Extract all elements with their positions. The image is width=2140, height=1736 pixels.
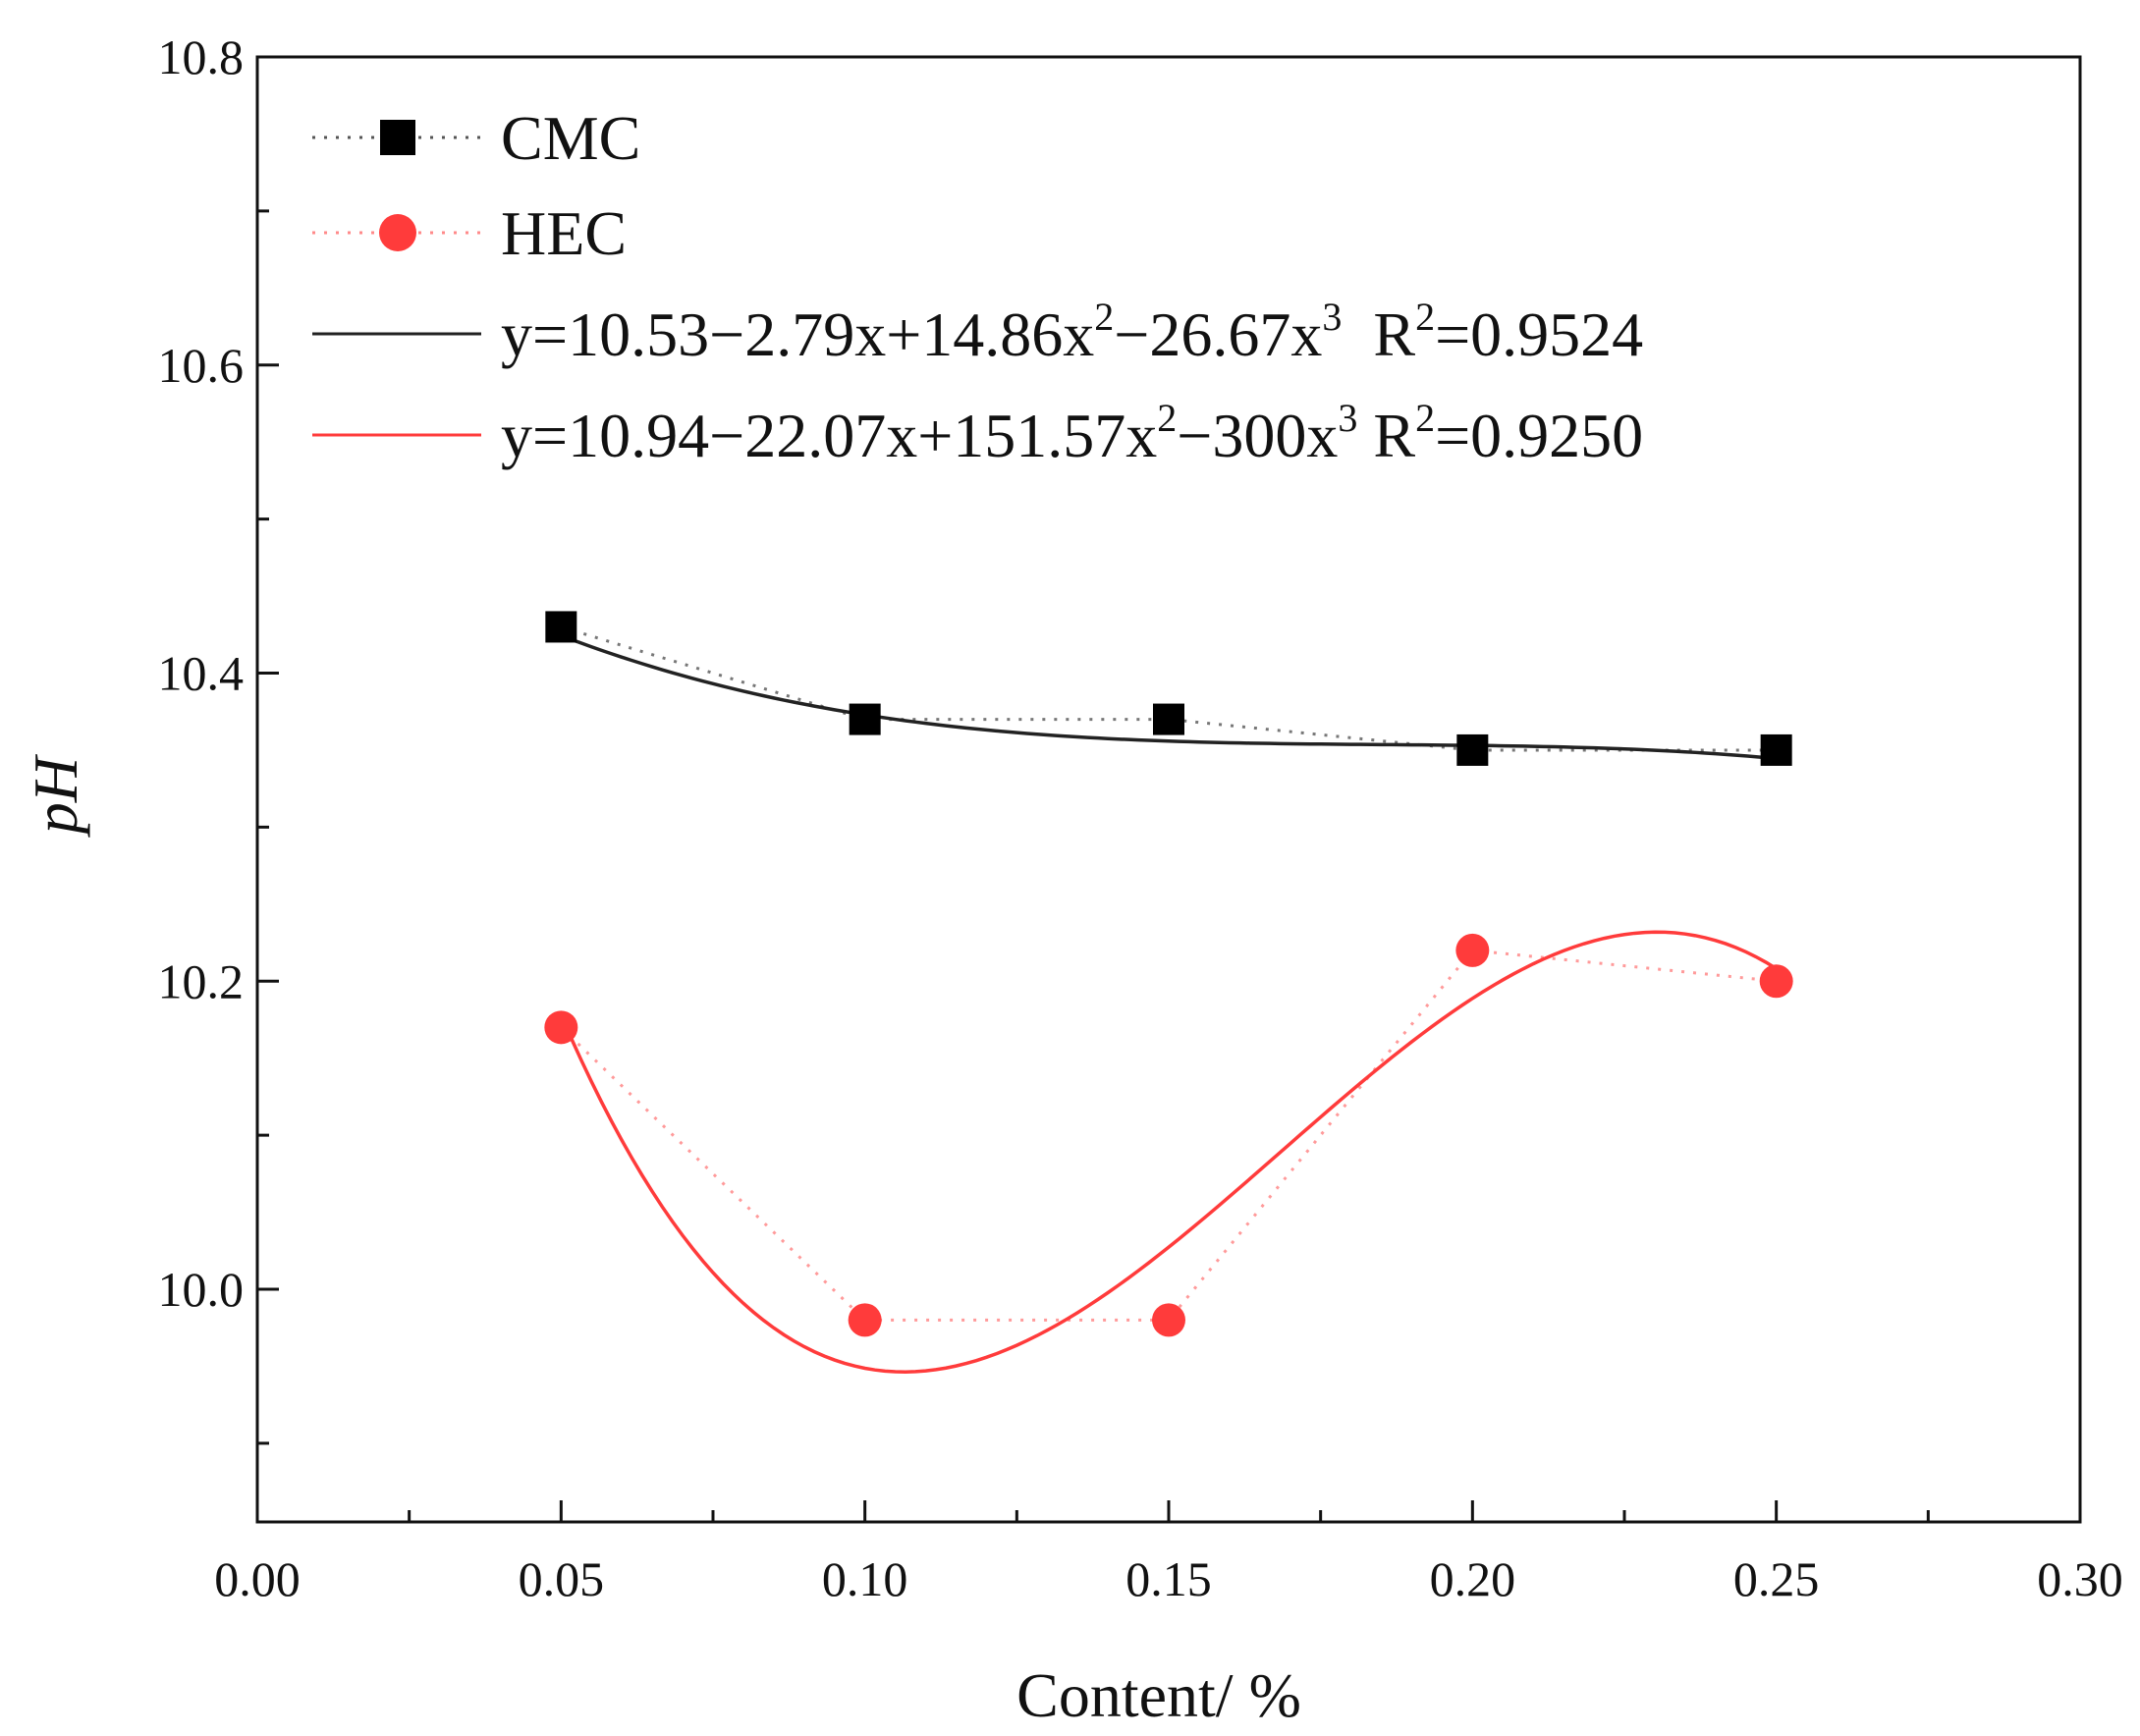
- series-hec-connector: [560, 949, 1777, 1322]
- y-tick-label: 10.6: [158, 338, 245, 393]
- cmc-point: [1456, 733, 1489, 766]
- x-axis-ticks: 0.00 0.05 0.10 0.15 0.20 0.25 0.30: [214, 1500, 2123, 1606]
- legend-hec-fit-label: y=10.94−22.07x+151.57x2−300x3 R2=0.9250: [501, 396, 1643, 470]
- hec-point: [1455, 933, 1490, 967]
- hec-point: [544, 1010, 578, 1045]
- x-tick-label: 0.25: [1733, 1551, 1820, 1606]
- hec-point: [848, 1303, 882, 1337]
- legend-cmc-marker: [380, 120, 415, 155]
- hec-point: [1152, 1303, 1185, 1337]
- axes-frame: [255, 55, 2082, 1524]
- plot-frame: [255, 55, 2082, 1524]
- x-axis-title: Content/ %: [1016, 1660, 1301, 1730]
- x-tick-label: 0.00: [214, 1551, 301, 1606]
- legend-entry-hec-fit: y=10.94−22.07x+151.57x2−300x3 R2=0.9250: [312, 396, 1643, 470]
- x-tick-label: 0.30: [2037, 1551, 2123, 1606]
- legend-entry-cmc-fit: y=10.53−2.79x+14.86x2−26.67x3 R2=0.9524: [312, 295, 1643, 369]
- legend-entry-cmc: CMC: [312, 103, 640, 173]
- legend-entry-hec: HEC: [312, 198, 627, 268]
- series-cmc-connector: [560, 625, 1777, 752]
- y-tick-label: 10.8: [158, 29, 245, 84]
- fit-curve-1: [559, 930, 1778, 1374]
- y-tick-label: 10.0: [158, 1262, 245, 1317]
- legend: CMC HEC y=10.53−2.79x+14.86x2−26.67x3 R2…: [312, 103, 1643, 470]
- cmc-point: [545, 611, 577, 643]
- legend-hec-marker: [379, 214, 416, 251]
- cmc-point: [1760, 733, 1792, 766]
- legend-cmc-fit-label: y=10.53−2.79x+14.86x2−26.67x3 R2=0.9524: [501, 295, 1643, 369]
- series-layer: [560, 625, 1777, 1322]
- legend-cmc-label: CMC: [501, 103, 640, 173]
- fit-layer: [559, 633, 1778, 1374]
- x-tick-label: 0.20: [1430, 1551, 1516, 1606]
- hec-point: [1759, 964, 1793, 999]
- x-tick-label: 0.05: [519, 1551, 605, 1606]
- cmc-point: [849, 703, 881, 735]
- marker-layer: [544, 611, 1793, 1337]
- x-tick-label: 0.15: [1125, 1551, 1212, 1606]
- x-tick-label: 0.10: [822, 1551, 908, 1606]
- legend-hec-label: HEC: [501, 198, 627, 268]
- fit-curve-0: [560, 633, 1777, 761]
- cmc-point: [1153, 703, 1184, 735]
- y-tick-label: 10.2: [158, 953, 245, 1008]
- y-tick-label: 10.4: [158, 646, 245, 701]
- y-axis-title: pH: [21, 753, 90, 838]
- y-axis-ticks: 10.0 10.2 10.4 10.6 10.8: [158, 29, 279, 1445]
